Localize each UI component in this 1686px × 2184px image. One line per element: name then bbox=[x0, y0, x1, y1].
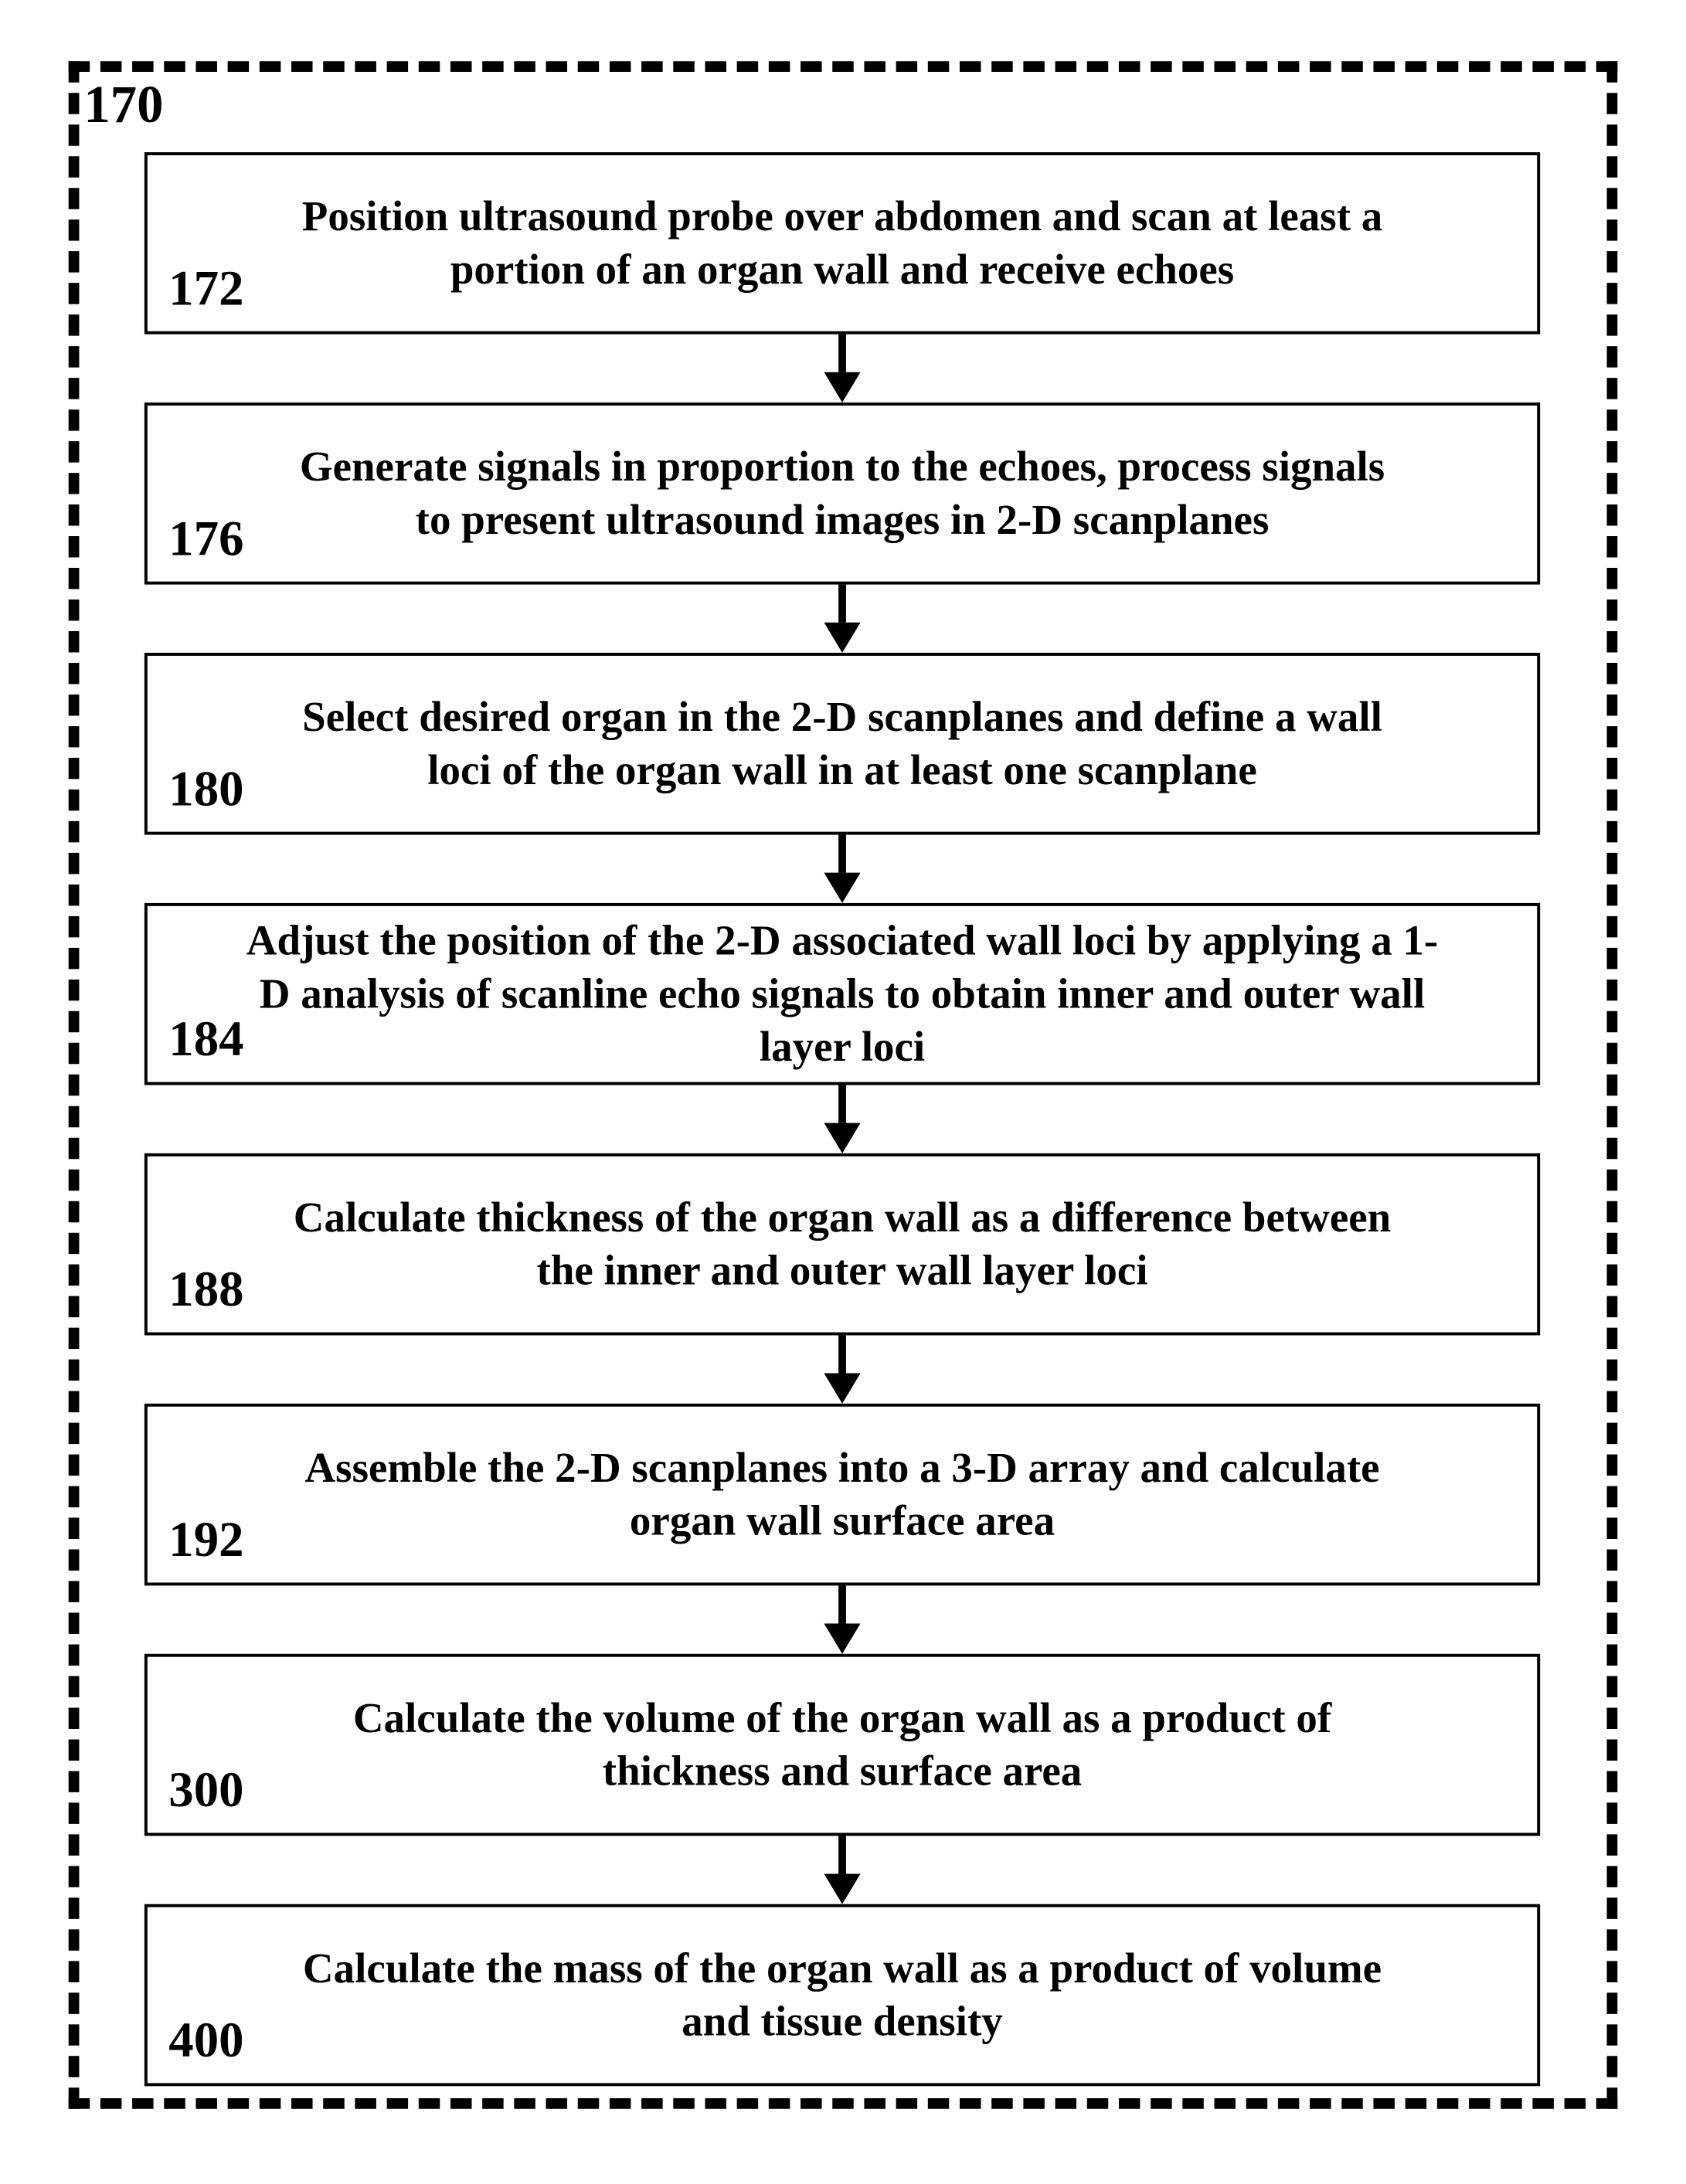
step-box-180: Select desired organ in the 2-D scanplan… bbox=[144, 653, 1540, 835]
step-number: 188 bbox=[168, 1261, 243, 1319]
arrow-head-icon bbox=[824, 1374, 860, 1404]
outer-label: 170 bbox=[80, 75, 166, 136]
step-text: Calculate thickness of the organ wall as… bbox=[284, 1191, 1401, 1297]
step-number: 172 bbox=[168, 260, 243, 318]
step-box-172: Position ultrasound probe over abdomen a… bbox=[144, 152, 1540, 335]
arrow-head-icon bbox=[824, 1873, 860, 1904]
step-box-184: Adjust the position of the 2-D associate… bbox=[144, 903, 1540, 1085]
arrow-head-icon bbox=[824, 1624, 860, 1654]
step-number: 184 bbox=[168, 1010, 243, 1068]
step-number: 180 bbox=[168, 760, 243, 818]
step-box-300: Calculate the volume of the organ wall a… bbox=[144, 1654, 1540, 1836]
arrow-shaft bbox=[838, 1585, 846, 1623]
step-box-176: Generate signals in proportion to the ec… bbox=[144, 402, 1540, 585]
step-box-188: Calculate thickness of the organ wall as… bbox=[144, 1153, 1540, 1336]
arrow-shaft bbox=[838, 1335, 846, 1373]
step-number: 192 bbox=[168, 1511, 243, 1569]
step-text: Calculate the mass of the organ wall as … bbox=[284, 1942, 1401, 2048]
step-number: 400 bbox=[168, 2012, 243, 2070]
step-text: Calculate the volume of the organ wall a… bbox=[284, 1692, 1401, 1798]
arrow-shaft bbox=[838, 1836, 846, 1873]
arrow-head-icon bbox=[824, 623, 860, 653]
step-box-400: Calculate the mass of the organ wall as … bbox=[144, 1904, 1540, 2087]
step-number: 176 bbox=[168, 510, 243, 568]
arrow-shaft bbox=[838, 835, 846, 873]
arrow-shaft bbox=[838, 335, 846, 372]
arrow-shaft bbox=[838, 1085, 846, 1123]
step-number: 300 bbox=[168, 1761, 243, 1819]
arrow-head-icon bbox=[824, 873, 860, 903]
arrow-head-icon bbox=[824, 372, 860, 402]
flowchart-canvas: 170 Position ultrasound probe over abdome… bbox=[15, 31, 1640, 2153]
step-text: Select desired organ in the 2-D scanplan… bbox=[284, 691, 1401, 796]
step-text: Generate signals in proportion to the ec… bbox=[284, 440, 1401, 546]
arrow-shaft bbox=[838, 585, 846, 623]
step-text: Adjust the position of the 2-D associate… bbox=[239, 915, 1446, 1074]
step-box-192: Assemble the 2-D scanplanes into a 3-D a… bbox=[144, 1404, 1540, 1586]
step-text: Assemble the 2-D scanplanes into a 3-D a… bbox=[284, 1442, 1401, 1547]
arrow-head-icon bbox=[824, 1123, 860, 1153]
step-text: Position ultrasound probe over abdomen a… bbox=[284, 190, 1401, 296]
